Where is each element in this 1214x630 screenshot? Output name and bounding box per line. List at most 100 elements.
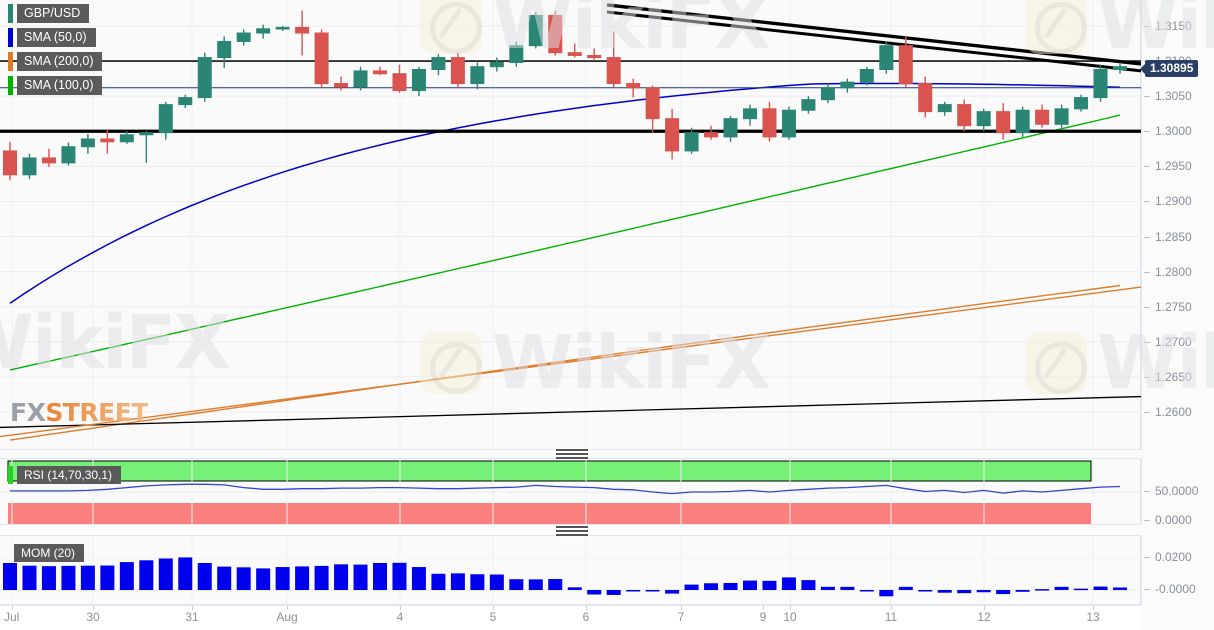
price-pane[interactable] [0, 0, 1142, 450]
legend-item-symbol[interactable]: GBP/USD [8, 4, 102, 23]
momentum-bar [470, 574, 485, 590]
momentum-bar [1054, 586, 1069, 590]
price-axis-label: 1.2950 [1155, 159, 1192, 174]
legend-item-sma-100[interactable]: SMA (100,0) [8, 76, 103, 95]
time-axis-label: 9 [759, 610, 767, 624]
momentum-bar [1074, 588, 1089, 591]
momentum-bar [781, 577, 796, 590]
momentum-bar [976, 590, 991, 593]
momentum-bar [314, 565, 329, 590]
time-axis-tick [12, 606, 13, 610]
sma-100-color-swatch [8, 76, 13, 95]
legend-item-sma-200[interactable]: SMA (200,0) [8, 52, 103, 71]
momentum-bar [41, 566, 56, 590]
momentum-bar [626, 590, 641, 592]
momentum-bar [723, 582, 738, 590]
candlestick [820, 83, 835, 104]
momentum-bar [567, 587, 582, 590]
candlestick [743, 104, 757, 126]
momentum-bar [489, 574, 504, 590]
time-axis-label: 5 [489, 610, 497, 624]
price-axis-label: 1.2750 [1155, 299, 1192, 314]
logo-fx: FX [10, 398, 46, 427]
momentum-axis[interactable]: 0.0200 -0.0000 [1141, 535, 1214, 605]
time-axis-label: 30 [86, 610, 100, 624]
time-axis-label: 4 [396, 610, 404, 624]
candlestick [236, 29, 251, 46]
candlestick [334, 76, 349, 91]
candlestick [314, 29, 329, 88]
candlestick [567, 43, 582, 58]
rsi-color-swatch [8, 466, 13, 484]
candlestick [1035, 104, 1050, 128]
rsi-pane[interactable] [0, 458, 1141, 526]
candlestick [879, 41, 894, 74]
legend-label: SMA (200,0) [17, 52, 103, 71]
candlestick [217, 36, 232, 69]
momentum-bar [256, 568, 271, 590]
candlestick [626, 78, 641, 98]
candlestick [431, 54, 446, 76]
momentum-bar [859, 590, 874, 592]
sma-50-color-swatch [8, 28, 13, 47]
momentum-bar [898, 586, 913, 590]
time-axis-label: 7 [677, 610, 685, 624]
time-axis-tick [287, 606, 288, 610]
time-axis-tick [790, 606, 791, 610]
logo-street: STREET [45, 398, 148, 427]
time-axis-label: Aug [276, 610, 298, 624]
momentum-bar [1035, 589, 1050, 591]
momentum-bar [606, 590, 621, 595]
price-axis-tick [1144, 26, 1150, 27]
momentum-bar [996, 590, 1011, 595]
candlestick [353, 66, 368, 91]
momentum-bar [295, 566, 310, 590]
candlestick [587, 48, 602, 60]
price-axis-label: 1.2850 [1155, 229, 1192, 244]
momentum-bar [411, 567, 426, 590]
momentum-axis-tick [1144, 557, 1150, 558]
fxstreet-logo: FXSTREET [10, 398, 148, 427]
price-axis-label: 1.2900 [1155, 194, 1192, 209]
rsi-legend[interactable]: RSI (14,70,30,1) [8, 466, 122, 484]
rsi-axis-tick [1144, 520, 1150, 521]
price-axis[interactable]: 1.31501.31001.30501.30001.29501.29001.28… [1139, 0, 1214, 450]
momentum-pane[interactable] [0, 535, 1141, 606]
time-axis-label: 13 [1086, 610, 1100, 624]
chart-legend: GBP/USD SMA (50,0) SMA (200,0) SMA (100,… [8, 4, 103, 100]
momentum-bar [820, 586, 835, 590]
momentum-bar [334, 564, 349, 590]
candlestick [1015, 106, 1030, 137]
legend-item-sma-50[interactable]: SMA (50,0) [8, 28, 102, 47]
momentum-bar [1113, 587, 1127, 590]
price-axis-tick [1144, 412, 1150, 413]
candlestick [645, 85, 660, 133]
price-axis-tick [1144, 271, 1150, 273]
momentum-bar [684, 584, 699, 590]
time-axis-tick [681, 606, 682, 610]
pane-resize-grip-rsi-mom[interactable] [556, 526, 588, 537]
time-axis-label: 6 [582, 610, 590, 624]
time-axis-tick [192, 606, 193, 610]
momentum-bar [373, 563, 387, 590]
momentum-bar [431, 573, 446, 590]
time-axis[interactable]: Jul 30 31 Aug 4 5 6 7 9 10 11 12 13 [0, 605, 1141, 630]
momentum-bar [217, 566, 232, 590]
candlestick [295, 10, 310, 56]
momentum-legend[interactable]: MOM (20) [14, 544, 84, 562]
momentum-bar [22, 565, 37, 590]
pane-resize-grip-price-rsi[interactable] [556, 449, 588, 460]
price-axis-label: 1.2650 [1155, 369, 1192, 384]
momentum-bar [801, 580, 816, 590]
rsi-axis[interactable]: 50.0000 0.0000 [1141, 458, 1214, 527]
price-axis-tick [1144, 376, 1150, 378]
momentum-bar [879, 590, 894, 597]
candlestick [976, 108, 991, 132]
momentum-bar [178, 557, 193, 590]
candlestick [1093, 64, 1108, 102]
price-axis-label: 1.3050 [1155, 89, 1192, 104]
price-axis-label: 1.2600 [1155, 405, 1192, 419]
momentum-bar [762, 580, 777, 590]
legend-label: SMA (50,0) [17, 28, 96, 47]
candlestick [996, 103, 1011, 140]
